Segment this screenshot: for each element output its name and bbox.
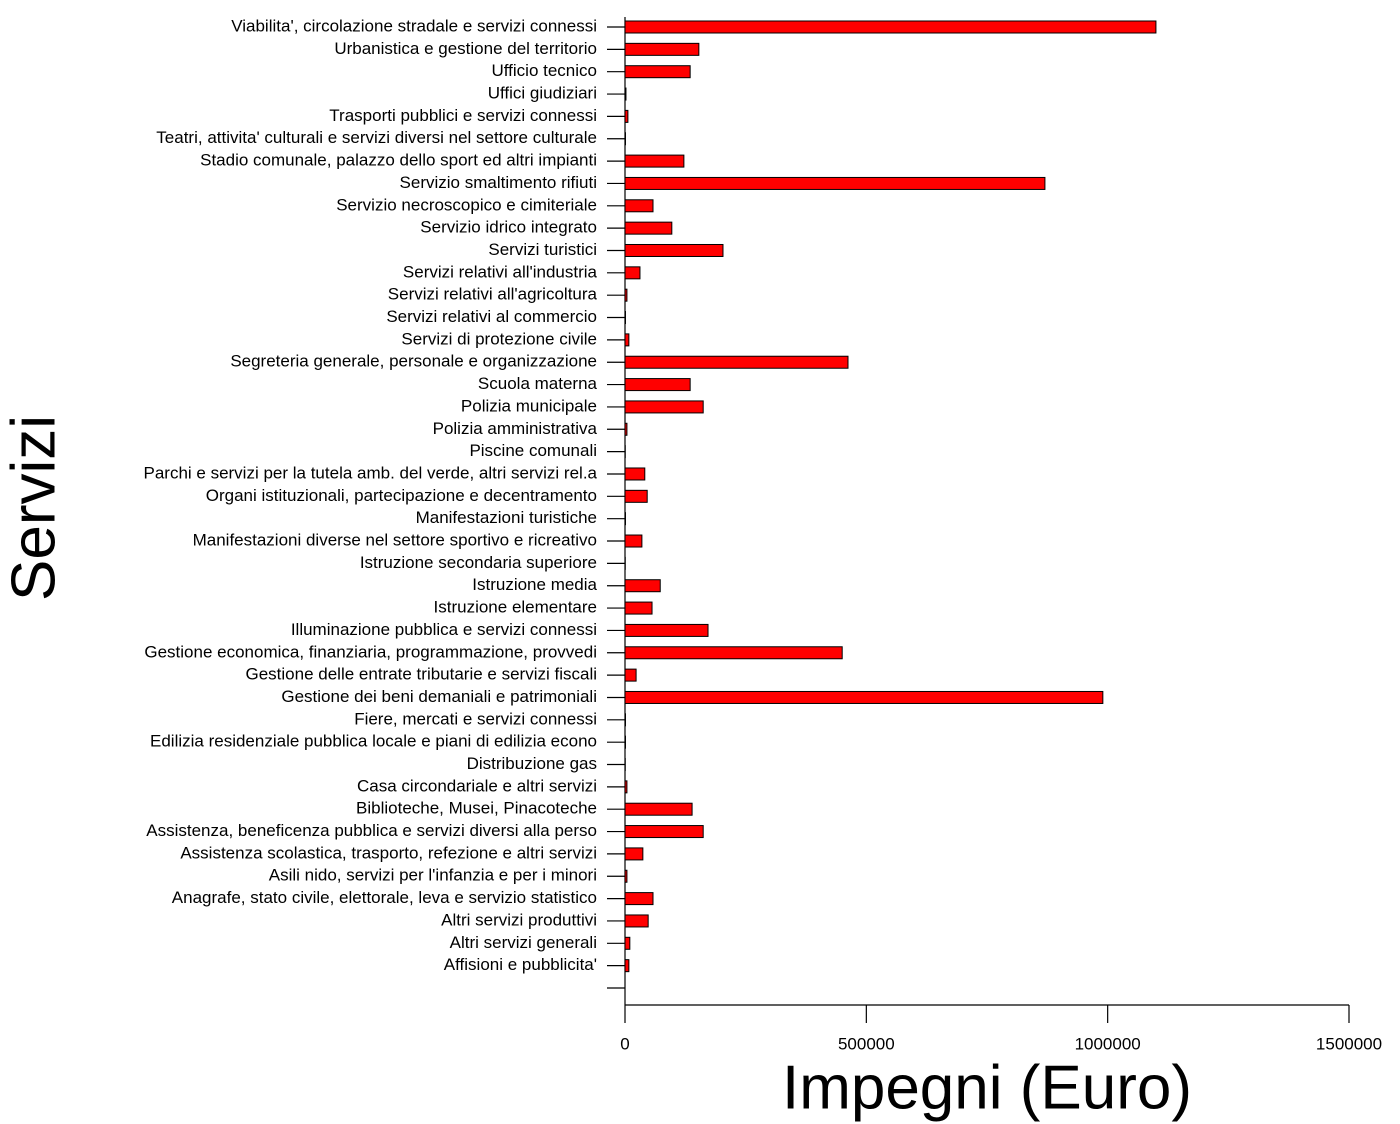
y-tick-label: Altri servizi generali [450, 933, 597, 952]
y-tick-label: Ufficio tecnico [491, 61, 597, 80]
y-tick-label: Manifestazioni diverse nel settore sport… [193, 531, 597, 550]
bar [624, 601, 653, 615]
y-tick-label: Gestione dei beni demaniali e patrimonia… [281, 687, 597, 706]
y-tick-label: Affisioni e pubblicita' [444, 955, 597, 974]
y-tick-label: Istruzione secondaria superiore [360, 553, 597, 572]
bar [624, 221, 673, 235]
y-tick-label: Fiere, mercati e servizi connessi [354, 709, 597, 728]
y-tick-label: Altri servizi produttivi [441, 910, 597, 929]
y-tick-label: Assistenza, beneficenza pubblica e servi… [146, 821, 597, 840]
x-tick-label: 1000000 [1075, 1034, 1141, 1053]
y-tick-label: Segreteria generale, personale e organiz… [230, 352, 597, 371]
y-tick-label: Trasporti pubblici e servizi connessi [329, 106, 597, 125]
y-tick-label: Gestione economica, finanziaria, program… [144, 642, 597, 661]
bar [624, 869, 628, 883]
bar [624, 959, 630, 973]
y-tick-label: Organi istituzionali, partecipazione e d… [206, 486, 597, 505]
bar [624, 266, 641, 280]
bar [624, 176, 1046, 190]
x-tick-label: 500000 [838, 1034, 895, 1053]
bar [624, 355, 849, 369]
bar [624, 378, 691, 392]
y-tick-label: Biblioteche, Musei, Pinacoteche [356, 799, 597, 818]
y-tick-label: Asili nido, servizi per l'infanzia e per… [269, 866, 597, 885]
bar [624, 646, 843, 660]
bar [624, 333, 630, 347]
bar [624, 489, 648, 503]
bar [624, 422, 628, 436]
y-tick-label: Istruzione media [472, 575, 597, 594]
bar [624, 802, 693, 816]
x-axis-label: Impegni (Euro) [782, 1053, 1192, 1122]
bar [624, 467, 646, 481]
y-tick-label: Illuminazione pubblica e servizi conness… [291, 620, 597, 639]
bar [624, 87, 627, 101]
bar [624, 623, 709, 637]
y-tick-label: Polizia amministrativa [433, 419, 598, 438]
y-tick-label: Manifestazioni turistiche [416, 508, 597, 527]
y-tick-label: Uffici giudiziari [488, 84, 597, 103]
x-tick-label: 1500000 [1316, 1034, 1382, 1053]
bar [624, 668, 637, 682]
y-tick-label: Servizi relativi all'agricoltura [388, 285, 598, 304]
bar [624, 20, 1157, 34]
y-tick-label: Istruzione elementare [434, 598, 597, 617]
y-tick-label: Servizi turistici [488, 240, 597, 259]
bar [624, 914, 649, 928]
bar [624, 936, 631, 950]
bar [624, 288, 628, 302]
y-tick-label: Servizi relativi al commercio [386, 307, 597, 326]
y-tick-label: Piscine comunali [469, 441, 597, 460]
bar [624, 243, 724, 257]
y-tick-label: Distribuzione gas [467, 754, 597, 773]
y-tick-label: Assistenza scolastica, trasporto, refezi… [180, 843, 597, 862]
y-tick-label: Scuola materna [478, 374, 598, 393]
y-tick-label: Anagrafe, stato civile, elettorale, leva… [172, 888, 597, 907]
bar [624, 825, 704, 839]
bar [624, 892, 654, 906]
y-tick-label: Gestione delle entrate tributarie e serv… [246, 665, 598, 684]
bar [624, 847, 644, 861]
bar [624, 579, 661, 593]
bar [624, 65, 691, 79]
y-tick-label: Servizio idrico integrato [420, 218, 597, 237]
y-tick-label: Servizi relativi all'industria [403, 262, 598, 281]
bar [624, 42, 700, 56]
y-axis-label: Servizi [0, 415, 68, 601]
y-tick-label: Servizio smaltimento rifiuti [400, 173, 597, 192]
bar [624, 400, 704, 414]
bar [624, 199, 654, 213]
bar [624, 154, 685, 168]
y-tick-label: Teatri, attivita' culturali e servizi di… [156, 128, 597, 147]
y-tick-label: Urbanistica e gestione del territorio [334, 39, 597, 58]
bar [624, 780, 628, 794]
y-tick-label: Servizio necroscopico e cimiteriale [336, 195, 597, 214]
y-tick-label: Viabilita', circolazione stradale e serv… [231, 16, 597, 35]
x-tick-label: 0 [620, 1034, 629, 1053]
y-tick-label: Servizi di protezione civile [401, 329, 597, 348]
y-tick-label: Stadio comunale, palazzo dello sport ed … [200, 151, 597, 170]
y-tick-label: Parchi e servizi per la tutela amb. del … [143, 463, 597, 482]
bar [624, 690, 1104, 704]
y-tick-label: Edilizia residenziale pubblica locale e … [150, 732, 597, 751]
bar [624, 534, 643, 548]
y-tick-label: Casa circondariale e altri servizi [357, 776, 597, 795]
bar [624, 109, 629, 123]
y-tick-label: Polizia municipale [461, 396, 597, 415]
